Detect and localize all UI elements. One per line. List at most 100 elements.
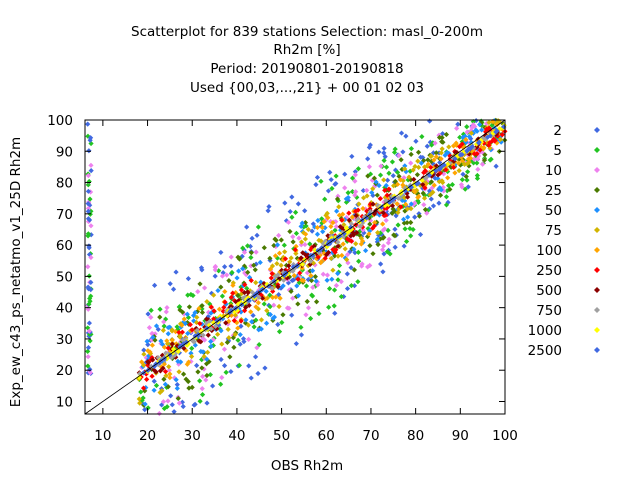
scatter-point xyxy=(161,319,167,325)
scatter-point xyxy=(364,187,370,194)
scatter-point xyxy=(300,250,306,256)
scatter-point xyxy=(199,386,205,392)
scatter-point xyxy=(474,175,481,182)
scatter-point xyxy=(384,249,390,255)
scatter-point xyxy=(308,247,314,253)
scatter-point xyxy=(396,206,402,212)
scatter-point xyxy=(226,335,232,341)
scatter-point xyxy=(258,326,264,332)
scatter-point xyxy=(168,354,175,361)
scatter-point xyxy=(402,163,408,169)
scatter-point xyxy=(220,313,227,319)
scatter-point xyxy=(346,237,352,243)
scatter-point xyxy=(314,224,321,231)
scatter-point xyxy=(412,200,418,206)
scatter-point xyxy=(150,357,156,363)
scatter-point xyxy=(374,192,380,198)
scatter-point xyxy=(176,369,182,375)
scatter-point xyxy=(381,145,387,151)
scatter-point xyxy=(363,215,370,221)
scatter-point xyxy=(494,140,500,146)
scatter-point xyxy=(348,265,354,271)
scatter-point xyxy=(344,271,350,277)
scatter-point xyxy=(185,314,192,321)
scatter-point xyxy=(188,291,194,298)
scatter-point xyxy=(330,246,336,253)
scatter-point xyxy=(290,239,296,245)
scatter-point xyxy=(170,346,177,352)
scatter-point xyxy=(186,304,193,310)
scatter-point xyxy=(234,275,240,281)
scatter-point xyxy=(340,211,346,217)
scatter-point xyxy=(281,242,287,248)
scatter-point xyxy=(292,247,298,253)
scatter-point xyxy=(403,169,409,175)
scatter-point xyxy=(384,177,391,183)
legend-label-5: 5 xyxy=(553,143,562,159)
scatter-point xyxy=(424,163,430,169)
y-tick-label: 20 xyxy=(56,363,73,379)
scatter-point xyxy=(389,159,396,165)
scatter-point xyxy=(161,361,167,367)
scatter-point xyxy=(142,407,148,413)
scatter-point xyxy=(459,158,465,164)
scatter-point xyxy=(263,288,269,295)
scatter-point xyxy=(85,205,92,211)
scatter-point xyxy=(309,244,315,251)
scatter-point xyxy=(240,266,246,272)
scatter-point xyxy=(360,195,367,201)
scatter-point xyxy=(159,388,165,394)
scatter-point xyxy=(422,182,428,188)
scatter-point xyxy=(242,320,249,326)
scatter-point xyxy=(157,360,163,366)
scatter-point xyxy=(285,219,292,225)
scatter-point xyxy=(222,288,228,295)
scatter-point xyxy=(345,197,351,204)
scatter-point xyxy=(313,182,319,188)
scatter-point xyxy=(208,304,215,310)
scatter-point xyxy=(85,325,91,331)
scatter-point xyxy=(85,121,91,127)
scatter-point xyxy=(401,220,407,226)
scatter-point xyxy=(456,168,462,174)
scatter-point xyxy=(136,374,142,380)
scatter-point xyxy=(179,329,185,335)
scatter-point xyxy=(344,256,350,263)
scatter-point xyxy=(261,245,267,251)
scatter-point xyxy=(243,272,249,278)
scatter-point xyxy=(411,176,417,183)
scatter-point xyxy=(256,342,262,348)
scatter-point xyxy=(428,196,434,202)
scatter-point xyxy=(480,150,486,156)
scatter-point xyxy=(165,345,171,351)
scatter-point xyxy=(224,313,230,319)
scatter-point xyxy=(481,157,488,163)
scatter-point xyxy=(309,228,315,234)
scatter-point xyxy=(433,163,440,169)
scatter-point xyxy=(399,166,405,172)
scatter-point xyxy=(169,337,175,343)
scatter-point xyxy=(358,235,365,241)
scatter-point xyxy=(136,396,142,402)
scatter-point xyxy=(235,301,241,307)
scatter-point xyxy=(339,217,345,223)
scatter-point xyxy=(382,194,388,201)
scatter-point xyxy=(185,330,191,337)
scatter-point xyxy=(326,239,332,245)
y-tick-label: 30 xyxy=(56,332,73,348)
scatter-point xyxy=(361,230,367,236)
scatter-point xyxy=(332,227,338,233)
scatter-point xyxy=(166,364,172,370)
scatter-point xyxy=(161,344,168,350)
scatter-point xyxy=(175,348,181,355)
scatter-point xyxy=(188,358,194,365)
scatter-point xyxy=(342,246,348,252)
scatter-point xyxy=(295,201,301,207)
scatter-point xyxy=(294,283,300,289)
scatter-point xyxy=(85,216,92,222)
scatter-point xyxy=(324,244,330,250)
scatter-point xyxy=(161,405,167,412)
scatter-point xyxy=(354,230,360,236)
scatter-point xyxy=(310,221,316,227)
